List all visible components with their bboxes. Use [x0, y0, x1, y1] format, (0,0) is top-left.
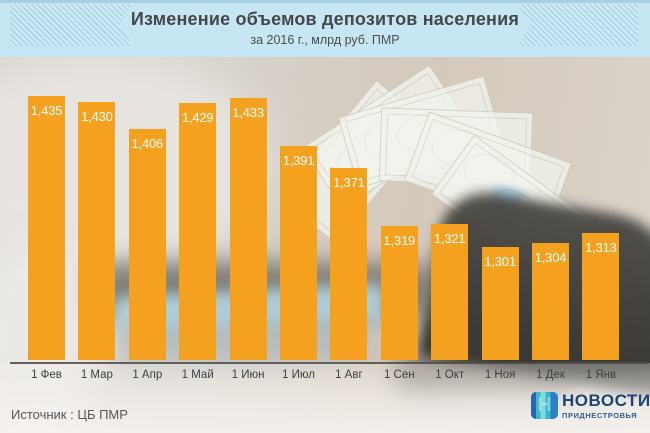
bar: 1,371 [330, 168, 368, 360]
x-tick-label: 1 Ноя [484, 369, 516, 381]
bar-value-label: 1,433 [232, 105, 264, 120]
bar-value-label: 1,301 [484, 254, 516, 269]
bar: 1,313 [582, 233, 620, 360]
x-tick-label: 1 Авг [335, 369, 363, 381]
chart-title: Изменение объемов депозитов населения [130, 9, 520, 29]
bar: 1,433 [229, 98, 267, 360]
bar-value-label: 1,313 [585, 240, 617, 255]
bar-value-label: 1,321 [433, 231, 466, 246]
x-tick-label: 1 Дек [536, 369, 565, 381]
logo-title: НОВОСТИ [562, 391, 650, 410]
bar-value-label: 1,371 [333, 175, 365, 190]
bar-value-label: 1,406 [131, 136, 164, 151]
x-tick-label: 1 Май [181, 369, 214, 381]
news-pridnestrovie-logo-icon [531, 392, 558, 419]
x-tick-label: 1 Апр [132, 369, 163, 381]
x-tick-label: 1 Янв [585, 369, 617, 381]
bar-value-label: 1,430 [81, 109, 113, 124]
ribbon-right-decoration [517, 4, 638, 46]
x-tick-label: 1 Сен [383, 369, 415, 381]
header: Изменение объемов депозитов населения за… [0, 0, 650, 57]
bar: 1,429 [179, 103, 217, 360]
logo-text: НОВОСТИ ПРИДНЕСТРОВЬЯ [562, 392, 650, 420]
bar-value-label: 1,391 [282, 153, 315, 168]
x-tick-label: 1 Июн [231, 369, 265, 381]
logo: НОВОСТИ ПРИДНЕСТРОВЬЯ [531, 392, 650, 420]
bar: 1,430 [78, 102, 116, 360]
bar: 1,304 [532, 243, 569, 360]
chart-subtitle: за 2016 г., млрд руб. ПМР [250, 33, 400, 47]
x-axis-line [10, 362, 648, 364]
bar: 1,435 [28, 96, 65, 360]
x-tick-label: 1 Окт [435, 369, 465, 381]
bar: 1,391 [280, 146, 317, 360]
bar: 1,321 [431, 224, 469, 360]
bar: 1,319 [380, 226, 418, 360]
ribbon-left-decoration [10, 4, 133, 46]
x-tick-label: 1 Июл [282, 369, 315, 381]
bar-value-label: 1,435 [30, 103, 63, 118]
bar: 1,301 [481, 247, 519, 360]
bar-value-label: 1,319 [383, 233, 416, 248]
bar-value-label: 1,429 [181, 110, 214, 125]
source-note: Источник : ЦБ ПМР [11, 407, 128, 422]
bar-value-label: 1,304 [534, 250, 567, 265]
x-tick-label: 1 Мар [80, 369, 113, 381]
bar: 1,406 [128, 129, 166, 360]
x-tick-label: 1 Фев [31, 369, 62, 381]
logo-subtitle: ПРИДНЕСТРОВЬЯ [562, 411, 638, 420]
